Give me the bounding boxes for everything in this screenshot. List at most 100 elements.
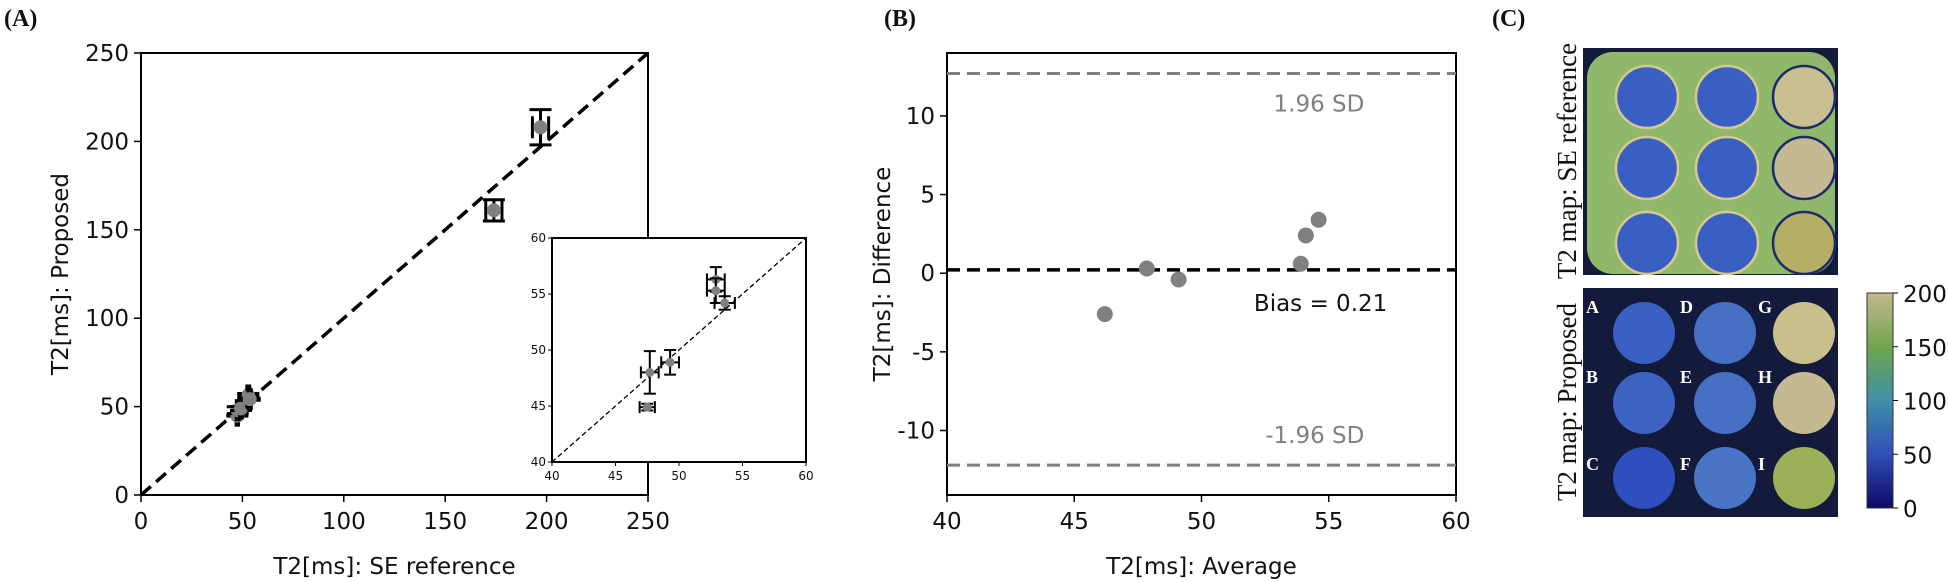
reference-vial xyxy=(1614,135,1680,201)
y-tick-label: 0 xyxy=(114,483,129,509)
colorbar xyxy=(1866,292,1894,509)
inset-data-point xyxy=(720,298,730,308)
vial-label: G xyxy=(1758,297,1772,317)
proposed-vial xyxy=(1773,447,1835,509)
x-tick-label: 45 xyxy=(1060,509,1089,535)
panel-label-a: (A) xyxy=(4,6,37,32)
panel-a-inset: 40 45 50 55 60 40 45 50 55 60 xyxy=(531,231,814,483)
inset-y-tick-label: 40 xyxy=(531,455,546,469)
proposed-vial xyxy=(1694,372,1756,434)
inset-data-point xyxy=(711,286,721,296)
x-tick-label: 250 xyxy=(626,509,670,535)
x-axis-label: T2[ms]: SE reference xyxy=(272,554,515,580)
proposed-vial xyxy=(1613,372,1675,434)
inset-x-tick-label: 55 xyxy=(735,469,750,483)
colorbar-tick-label: 150 xyxy=(1903,336,1947,362)
y-tick-label: 150 xyxy=(85,218,129,244)
x-axis-label: T2[ms]: Average xyxy=(1105,554,1297,580)
reference-map-image xyxy=(1583,48,1838,275)
proposed-vial xyxy=(1773,372,1835,434)
inset-y-tick-label: 45 xyxy=(531,399,546,413)
y-tick-label: 50 xyxy=(100,395,129,421)
inset-identity-line xyxy=(551,237,807,463)
y-tick-label: 0 xyxy=(920,261,935,287)
proposed-vial xyxy=(1694,447,1756,509)
y-axis-label: T2[ms]: Difference xyxy=(870,167,896,383)
colorbar-tick-label: 50 xyxy=(1903,443,1932,469)
data-point xyxy=(242,392,257,407)
proposed-vial xyxy=(1773,302,1835,364)
x-tick-label: 60 xyxy=(1441,509,1470,535)
colorbar-tick-label: 100 xyxy=(1903,390,1947,416)
vial-label: A xyxy=(1586,297,1599,317)
panel-label-b: (B) xyxy=(884,6,916,32)
panel-c-t2-maps: T2 map: SE reference T2 map: Proposed A D G B… xyxy=(1552,43,1947,523)
y-tick-label: -10 xyxy=(897,419,935,445)
vial-label: D xyxy=(1680,297,1693,317)
x-tick-label: 200 xyxy=(525,509,569,535)
x-tick-label: 50 xyxy=(1187,509,1216,535)
inset-x-tick-label: 60 xyxy=(798,469,813,483)
lower-loa-label: -1.96 SD xyxy=(1265,423,1364,449)
inset-y-tick-label: 55 xyxy=(531,287,546,301)
x-tick-label: 50 xyxy=(228,509,257,535)
x-tick-label: 0 xyxy=(134,509,149,535)
y-tick-label: 5 xyxy=(920,183,935,209)
data-point xyxy=(533,120,548,135)
x-tick-label: 100 xyxy=(322,509,366,535)
inset-data-point xyxy=(645,367,655,377)
data-point xyxy=(1096,306,1113,323)
upper-loa-label: 1.96 SD xyxy=(1274,91,1365,117)
reference-vial xyxy=(1694,64,1760,130)
vial-label: C xyxy=(1586,454,1599,474)
identity-line xyxy=(139,51,650,497)
vial-label: F xyxy=(1680,454,1691,474)
inset-data-point xyxy=(665,357,675,367)
data-point xyxy=(1292,255,1309,272)
panel-label-c: (C) xyxy=(1492,6,1525,32)
reference-vial xyxy=(1771,210,1837,275)
axes-frame xyxy=(946,52,1457,496)
proposed-vial xyxy=(1613,302,1675,364)
x-tick-label: 150 xyxy=(423,509,467,535)
bottom-map-label: T2 map: Proposed xyxy=(1552,303,1582,501)
colorbar-tick-label: 0 xyxy=(1903,497,1918,523)
reference-vial xyxy=(1771,135,1837,201)
y-tick-label: 200 xyxy=(85,129,129,155)
reference-vial xyxy=(1694,135,1760,201)
x-tick-label: 40 xyxy=(932,509,961,535)
vial-label: E xyxy=(1680,367,1692,387)
inset-x-tick-label: 50 xyxy=(671,469,686,483)
data-point xyxy=(1138,260,1155,277)
bias-label: Bias = 0.21 xyxy=(1254,291,1387,317)
proposed-vial xyxy=(1613,447,1675,509)
y-tick-label: 100 xyxy=(85,306,129,332)
y-tick-label: 10 xyxy=(906,104,935,130)
vial-label: H xyxy=(1758,367,1772,387)
top-map-label: T2 map: SE reference xyxy=(1552,43,1582,279)
vial-label: B xyxy=(1586,367,1598,387)
reference-vial xyxy=(1771,64,1837,130)
data-point xyxy=(1170,271,1187,288)
data-point xyxy=(1310,211,1327,228)
inset-x-tick-label: 40 xyxy=(544,469,559,483)
inset-x-tick-label: 45 xyxy=(608,469,623,483)
proposed-vial xyxy=(1694,302,1756,364)
y-axis-label: T2[ms]: Proposed xyxy=(48,173,74,376)
y-tick-label: -5 xyxy=(912,340,935,366)
inset-y-tick-label: 60 xyxy=(531,231,546,245)
vial-label: I xyxy=(1758,454,1765,474)
x-tick-label: 55 xyxy=(1314,509,1343,535)
colorbar-tick-label: 200 xyxy=(1903,282,1947,308)
inset-data-point xyxy=(642,402,652,412)
reference-vial xyxy=(1614,64,1680,130)
panel-a-scatter: 0 50 100 150 200 250 0 50 100 150 200 250 T2[ms]: SE… xyxy=(48,41,670,580)
data-point xyxy=(233,401,248,416)
reference-vial xyxy=(1614,210,1680,275)
reference-vial xyxy=(1694,210,1760,275)
data-point xyxy=(486,203,501,218)
data-point xyxy=(1297,227,1314,244)
inset-y-tick-label: 50 xyxy=(531,343,546,357)
